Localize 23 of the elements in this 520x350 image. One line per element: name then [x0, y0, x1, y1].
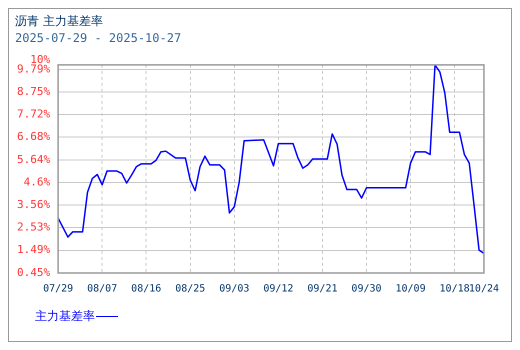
y-tick-label: 5.64% — [16, 152, 50, 166]
x-tick-label: 10/09 — [395, 284, 426, 295]
y-tick-label: 0.45% — [16, 266, 50, 279]
x-tick-label: 10/24 — [468, 284, 500, 295]
legend-label: 主力基差率 — [35, 308, 95, 324]
x-tick-label: 09/30 — [351, 284, 382, 295]
x-tick-label: 09/03 — [219, 284, 250, 295]
y-tick-label: 7.72% — [16, 107, 50, 120]
x-tick-label: 07/29 — [43, 284, 74, 295]
y-tick-label: 3.56% — [16, 198, 50, 212]
x-tick-label: 09/21 — [307, 284, 338, 295]
y-tick-label: 6.68% — [16, 130, 50, 144]
chart-subtitle: 2025-07-29 - 2025-10-27 — [15, 30, 182, 47]
x-tick-label: 10/18 — [440, 284, 470, 295]
x-tick-label: 08/16 — [131, 284, 162, 295]
y-tick-label: 2.53% — [16, 220, 50, 234]
y-tick-label: 4.6% — [24, 175, 50, 188]
chart-title: 沥青 主力基差率 — [15, 13, 104, 30]
y-tick-label: 1.49% — [16, 243, 50, 256]
x-tick-label: 08/25 — [175, 284, 206, 295]
x-tick-label: 09/12 — [263, 284, 294, 295]
x-tick-label: 08/07 — [87, 284, 118, 295]
y-tick-label: 8.75% — [16, 85, 50, 98]
